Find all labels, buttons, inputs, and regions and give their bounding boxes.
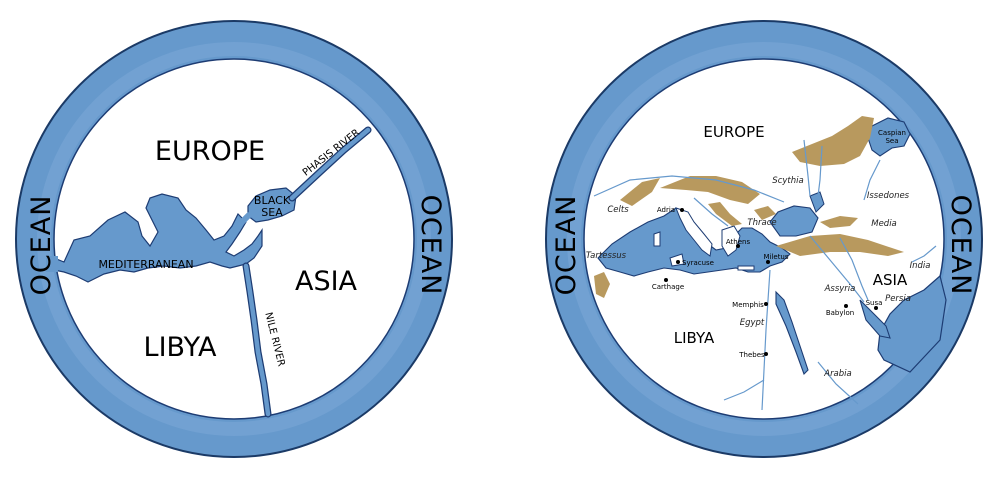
right-sicily	[669, 253, 685, 267]
right-crete	[737, 265, 755, 271]
right-memphis-label: Memphis	[732, 301, 764, 309]
right-tartessus-label: Tartessus	[586, 251, 627, 261]
right-black-sea	[769, 205, 819, 237]
right-adria-label: Adria	[657, 206, 675, 214]
right-greece	[721, 225, 741, 257]
right-issedones-label: Issedones	[867, 191, 910, 201]
right-city-dots	[664, 208, 878, 356]
left-gibraltar	[46, 256, 58, 272]
right-carthage-label: Carthage	[652, 283, 684, 291]
right-thrace-label: Thrace	[747, 218, 776, 228]
right-miletus-label: Miletus	[763, 253, 788, 261]
right-caspian-label-2: Sea	[885, 137, 898, 145]
right-celts-label: Celts	[607, 205, 629, 215]
right-sardinia	[653, 231, 661, 247]
left-mediterranean-label: MEDITERRANEAN	[98, 258, 193, 271]
right-media-label: Media	[871, 219, 897, 229]
left-black-sea	[247, 187, 297, 223]
left-bosporus	[237, 211, 253, 227]
left-black-sea-label-2: SEA	[261, 206, 283, 219]
right-ocean-ring-inner	[567, 42, 961, 436]
right-persian-gulf	[859, 299, 891, 339]
right-caspian-sea	[867, 117, 911, 157]
right-europe-label: EUROPE	[703, 123, 764, 141]
right-red-sea	[775, 290, 809, 375]
right-caspian-label-1: Caspian	[878, 129, 906, 137]
left-phasis-river-fill	[289, 127, 371, 201]
left-map: OCEAN OCEAN EUROPE ASIA LIBYA MEDITERRAN…	[15, 20, 453, 458]
right-rivers	[593, 139, 937, 411]
left-ocean-right-label: OCEAN	[415, 195, 446, 296]
right-map: OCEAN OCEAN EUROPE ASIA LIBYA Caspian Se…	[545, 20, 983, 458]
right-eastern-gulf	[877, 274, 947, 373]
right-babylon-label: Babylon	[826, 309, 854, 317]
right-asia-label: ASIA	[873, 271, 908, 289]
right-athens-label: Athens	[726, 238, 751, 246]
right-assyria-label: Assyria	[824, 284, 856, 294]
left-nile-river-fill	[243, 263, 271, 417]
left-ocean-left-label: OCEAN	[26, 195, 57, 296]
right-scythia-label: Scythia	[772, 176, 803, 186]
right-egypt-label: Egypt	[740, 318, 765, 328]
right-ocean-left-label: OCEAN	[551, 195, 582, 296]
left-asia-label: ASIA	[295, 266, 358, 297]
right-mountains	[594, 116, 904, 298]
left-mediterranean-water	[53, 193, 263, 283]
left-europe-label: EUROPE	[155, 136, 265, 167]
left-ocean-ring-inner	[37, 42, 431, 436]
left-libya-label: LIBYA	[144, 332, 217, 363]
right-ocean-right-label: OCEAN	[945, 195, 976, 296]
right-arabia-label: Arabia	[823, 369, 851, 379]
right-italy	[675, 207, 713, 257]
right-syracuse-label: Syracuse	[682, 259, 714, 267]
left-black-sea-label-1: BLACK	[254, 194, 291, 207]
right-india-label: India	[910, 261, 931, 271]
right-susa-label: Susa	[866, 299, 883, 307]
right-azov	[809, 191, 825, 213]
right-thebes-label: Thebes	[738, 351, 765, 359]
right-libya-label: LIBYA	[674, 329, 715, 347]
right-persia-label: Persia	[885, 294, 911, 304]
